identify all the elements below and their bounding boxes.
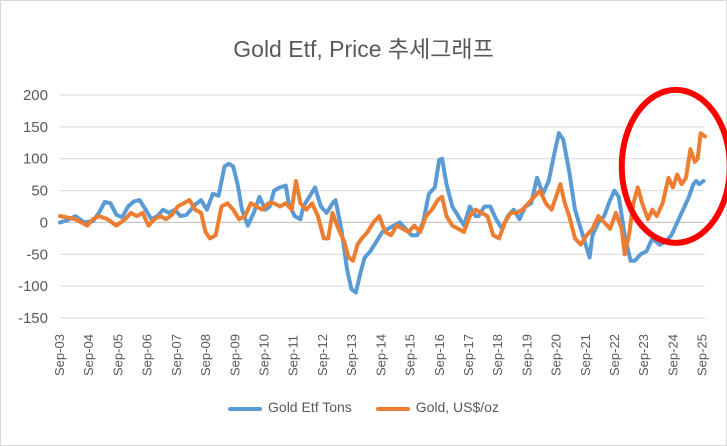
x-tick-label: Sep-16 [432,334,447,376]
y-tick-label: -100 [18,278,48,295]
x-tick-label: Sep-06 [140,334,155,376]
y-tick-label: 200 [23,87,48,104]
x-tick-label: Sep-08 [198,334,213,376]
y-tick-label: -50 [26,246,48,263]
chart-title: Gold Etf, Price 추세그래프 [233,36,494,62]
x-tick-label: Sep-19 [519,334,534,376]
x-tick-label: Sep-15 [403,334,418,376]
x-tick-label: Sep-23 [636,334,651,376]
x-tick-label: Sep-10 [256,334,271,376]
y-tick-label: 150 [23,119,48,136]
x-tick-label: Sep-20 [549,334,564,376]
legend-label-etf: Gold Etf Tons [268,399,352,416]
highlight-ellipse [618,86,727,246]
y-tick-labels: -150 -100 -50 0 50 100 150 200 [18,87,48,327]
x-tick-label: Sep-25 [695,334,710,376]
x-tick-label: Sep-22 [607,334,622,376]
legend-swatch-gold [375,406,410,411]
x-tick-label: Sep-18 [490,334,505,376]
y-tick-label: 0 [40,214,48,231]
x-tick-label: Sep-04 [81,334,96,376]
series-lines [58,131,707,295]
legend-swatch-etf [228,406,263,411]
x-tick-label: Sep-14 [373,334,388,376]
legend-item-gold: Gold, US$/oz [375,399,499,416]
x-tick-label: Sep-21 [578,334,593,376]
y-tick-label: 50 [31,183,48,200]
legend: Gold Etf Tons Gold, US$/oz [0,398,727,415]
x-tick-label: Sep-09 [227,334,242,376]
series-line-0 [58,131,706,295]
legend-item-etf: Gold Etf Tons [228,399,352,415]
legend-label-gold: Gold, US$/oz [415,399,499,416]
x-tick-label: Sep-07 [169,334,184,376]
x-tick-label: Sep-05 [110,334,125,376]
x-tick-label: Sep-03 [52,334,67,376]
x-tick-label: Sep-13 [344,334,359,376]
x-tick-label: Sep-24 [665,334,680,376]
series-line-1 [58,131,707,263]
x-tick-label: Sep-11 [286,335,301,376]
y-tick-label: -150 [18,310,48,327]
x-tick-label: Sep-17 [461,334,476,376]
x-tick-label: Sep-12 [315,334,330,376]
annotations [618,86,727,246]
x-tick-labels: Sep-03 Sep-04 Sep-05 Sep-06 Sep-07 Sep-08 Sep-… [52,334,710,376]
y-tick-label: 100 [23,151,48,168]
